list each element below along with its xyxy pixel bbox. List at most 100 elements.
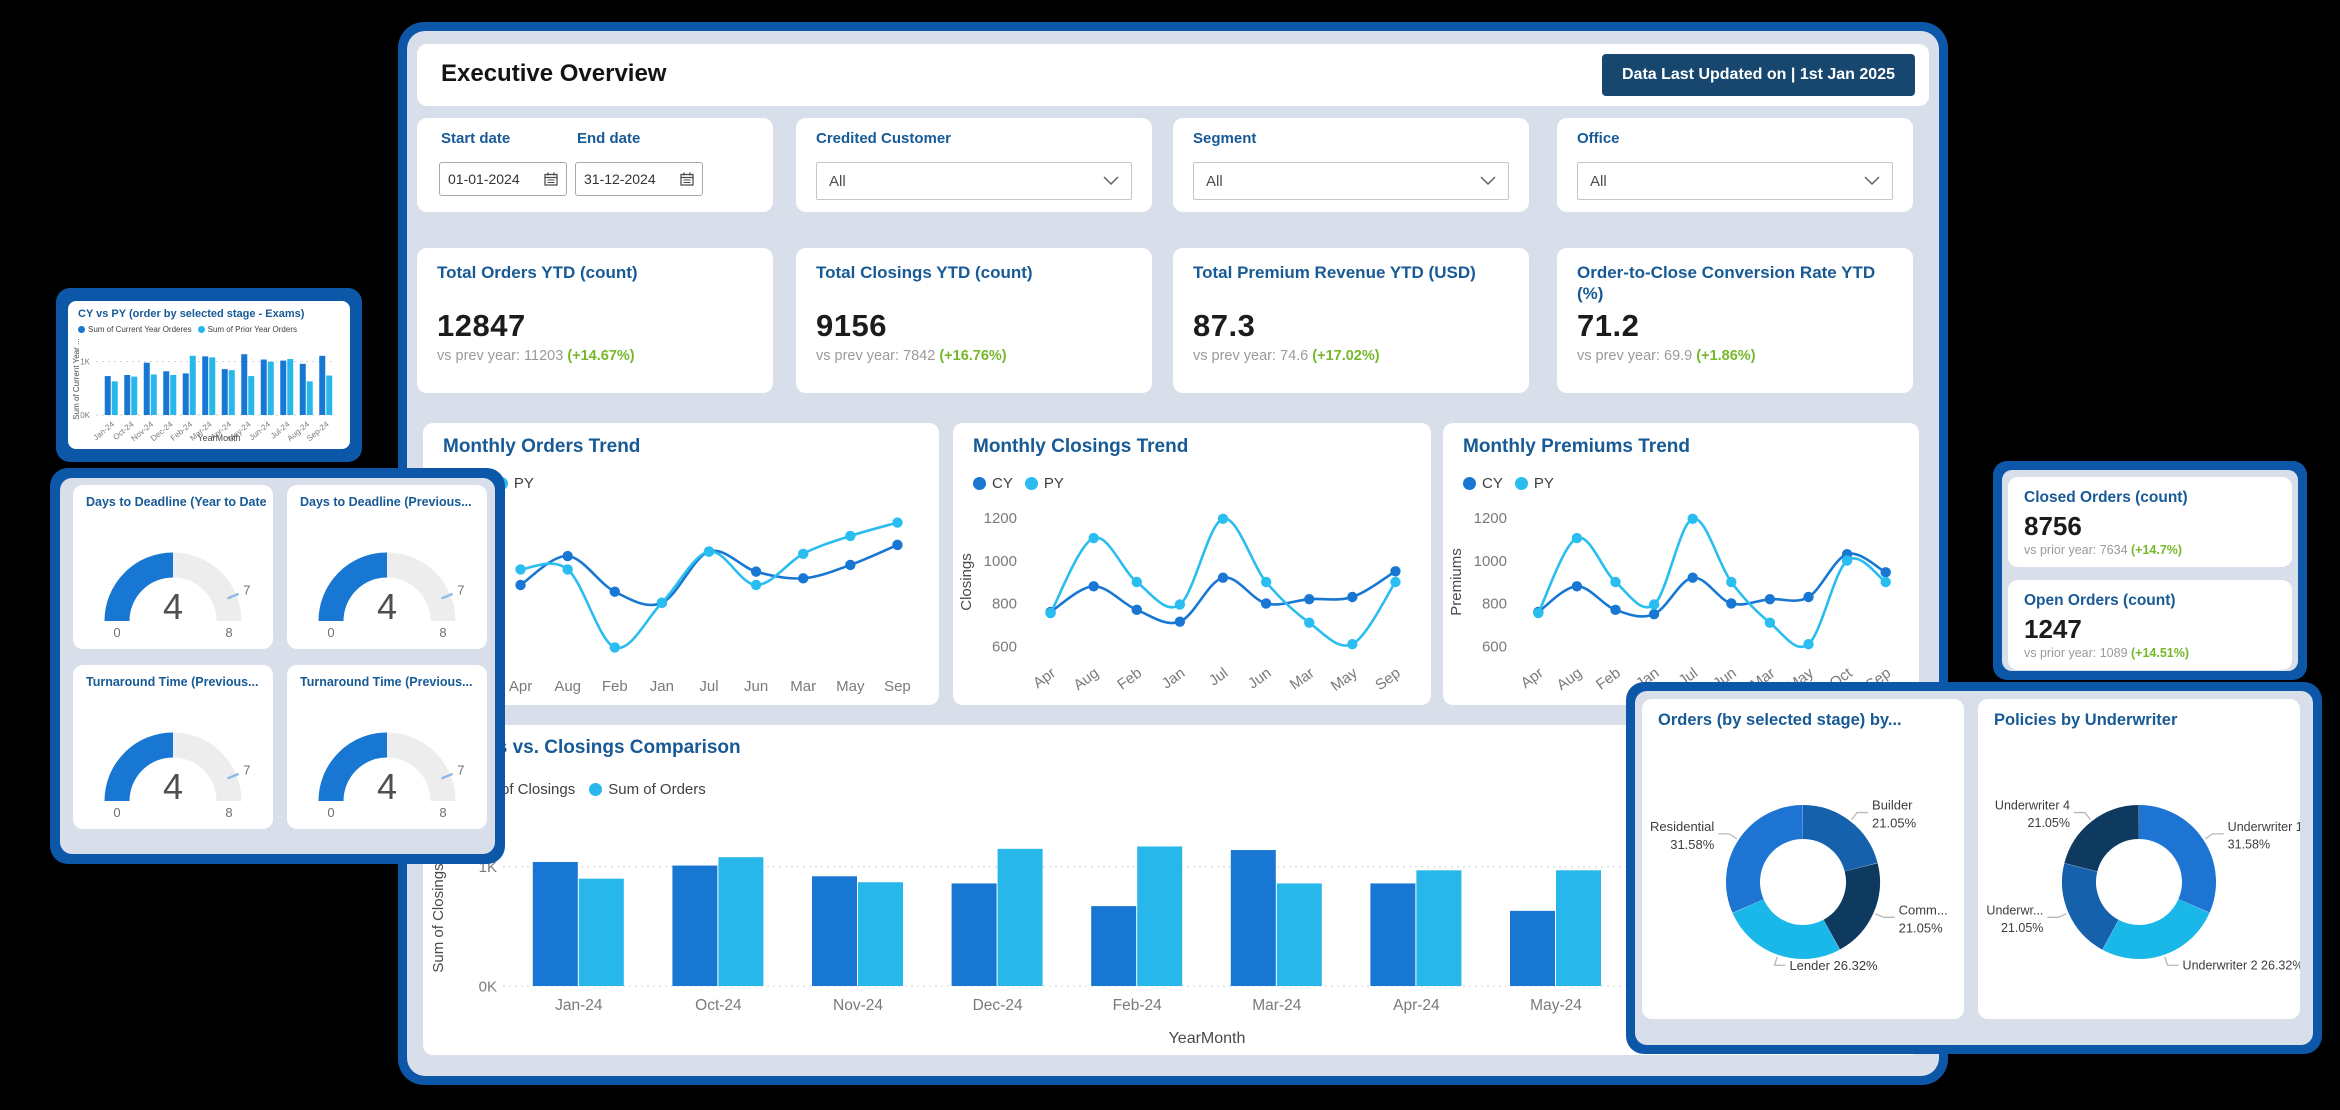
svg-text:Sum of Current Year ...: Sum of Current Year ... [72, 338, 81, 419]
svg-text:0: 0 [113, 625, 120, 640]
last-updated-badge: Data Last Updated on | 1st Jan 2025 [1601, 54, 1915, 96]
chart-title: Orders vs. Closings Comparison [445, 737, 741, 758]
calendar-icon[interactable] [544, 172, 558, 186]
calendar-icon[interactable] [680, 172, 694, 186]
cy-dot [1463, 477, 1476, 490]
svg-text:Jun: Jun [1245, 664, 1275, 692]
svg-text:8: 8 [225, 805, 232, 820]
kpi-value: 9156 [816, 308, 887, 343]
cy-py-exams-frame: CY vs PY (order by selected stage - Exam… [56, 288, 362, 462]
svg-text:31.58%: 31.58% [1670, 837, 1715, 852]
svg-text:Jan-24: Jan-24 [92, 419, 117, 442]
svg-text:Mar: Mar [790, 678, 816, 695]
svg-text:YearMonth: YearMonth [1169, 1030, 1246, 1047]
svg-text:Dec-24: Dec-24 [973, 997, 1023, 1014]
monthly-closings-trend-chart[interactable]: Closings 1200 1000 800 600 Apr Aug Feb Jan Jul Jun… [953, 499, 1431, 703]
svg-text:4: 4 [377, 766, 397, 807]
monthly-closings-trend-card: Monthly Closings Trend CY PY Closings 120… [953, 423, 1431, 705]
legend-sum-orders[interactable]: Sum of Orders [589, 781, 706, 798]
kpi-title: Order-to-Close Conversion Rate YTD (%) [1577, 263, 1876, 303]
legend-cy[interactable]: CY [973, 475, 1013, 492]
orders-dot [589, 783, 603, 796]
chart-title: Monthly Orders Trend [443, 436, 641, 457]
credited-customer-dropdown[interactable]: All [816, 162, 1132, 200]
svg-text:May: May [1328, 664, 1361, 695]
svg-text:Apr: Apr [1518, 664, 1547, 691]
svg-text:4: 4 [377, 586, 397, 627]
turnaround-time-gauge-2[interactable]: 7 4 0 8 [297, 693, 477, 821]
kpi-subtext: vs prev year: 74.6 (+17.02%) [1193, 348, 1380, 364]
dashboard-header: Executive Overview Data Last Updated on … [417, 44, 1929, 106]
legend-py[interactable]: PY [1514, 475, 1554, 492]
start-date-input[interactable]: 01-01-2024 [439, 162, 567, 196]
svg-text:Apr: Apr [1030, 664, 1059, 691]
days-to-deadline-prev-gauge[interactable]: 7 4 0 8 [297, 513, 477, 641]
svg-text:4: 4 [163, 586, 183, 627]
svg-text:1200: 1200 [984, 510, 1017, 527]
cy-py-exams-card: CY vs PY (order by selected stage - Exam… [68, 301, 350, 449]
svg-text:31.58%: 31.58% [2228, 837, 2270, 851]
svg-text:Jun-24: Jun-24 [248, 419, 273, 442]
svg-text:Jan-24: Jan-24 [555, 997, 603, 1014]
end-date-input[interactable]: 31-12-2024 [575, 162, 703, 196]
chart-legend[interactable]: Sum of Current Year Orderes Sum of Prior… [78, 325, 297, 334]
svg-text:Mar: Mar [1287, 664, 1318, 693]
svg-text:21.05%: 21.05% [2001, 921, 2043, 935]
turnaround-time-gauge-1[interactable]: 7 4 0 8 [83, 693, 263, 821]
orders-by-stage-donut-card: Orders (by selected stage) by... Builder… [1642, 699, 1964, 1019]
legend-prior-year[interactable]: Sum of Prior Year Orders [197, 325, 297, 334]
card-subtext: vs prior year: 1089 (+14.51%) [2024, 646, 2190, 660]
office-dropdown[interactable]: All [1577, 162, 1893, 200]
svg-text:Sep: Sep [884, 678, 911, 695]
svg-text:600: 600 [992, 639, 1017, 656]
kpi-conversion-rate: Order-to-Close Conversion Rate YTD (%) 7… [1557, 248, 1913, 393]
cy-py-exams-chart[interactable]: Sum of Current Year ... 0K1KJan-24Oct-24N… [70, 337, 348, 447]
svg-text:Underwriter 1: Underwriter 1 [2228, 820, 2300, 834]
gauge-days-deadline-prev-card: Days to Deadline (Previous... 7 4 0 8 [287, 485, 487, 649]
kpi-delta: (+17.02%) [1312, 348, 1380, 364]
policies-by-underwriter-donut-card: Policies by Underwriter Underwriter 1 31.… [1978, 699, 2300, 1019]
kpi-title: Total Premium Revenue YTD (USD) [1193, 263, 1476, 282]
orders-by-stage-donut-chart[interactable]: Builder 21.05% Comm... 21.05% Lender 26.32% R… [1642, 741, 1964, 1015]
segment-dropdown[interactable]: All [1193, 162, 1509, 200]
svg-text:Residential: Residential [1650, 819, 1714, 834]
chevron-down-icon[interactable] [1864, 176, 1880, 186]
svg-text:Nov-24: Nov-24 [833, 997, 883, 1014]
credited-customer-value: All [829, 172, 846, 190]
kpi-total-orders: Total Orders YTD (count) 12847 vs prev y… [417, 248, 773, 393]
legend-py[interactable]: PY [1024, 475, 1064, 492]
svg-text:7: 7 [243, 582, 250, 597]
date-filter-card: Start date End date 01-01-2024 31-12-202… [417, 118, 773, 212]
gauge-turnaround-1-card: Turnaround Time (Previous... 7 4 0 8 [73, 665, 273, 829]
svg-text:May: May [836, 678, 865, 695]
days-to-deadline-ytd-gauge[interactable]: 7 4 0 8 [83, 513, 263, 641]
chevron-down-icon[interactable] [1103, 176, 1119, 186]
svg-text:Jan: Jan [1159, 664, 1189, 692]
cy-dot [973, 477, 986, 490]
svg-text:600: 600 [1482, 639, 1507, 656]
svg-text:1200: 1200 [1474, 510, 1507, 527]
svg-text:21.05%: 21.05% [1872, 816, 1917, 831]
svg-text:21.05%: 21.05% [1899, 920, 1944, 935]
gauge-title: Days to Deadline (Previous... [300, 495, 472, 509]
kpi-value: 87.3 [1193, 308, 1256, 343]
legend-cy[interactable]: CY [1463, 475, 1503, 492]
legend-current-year[interactable]: Sum of Current Year Orderes [78, 325, 192, 334]
chart-legend[interactable]: CY PY [1463, 475, 1554, 492]
svg-text:800: 800 [1482, 596, 1507, 613]
credited-customer-filter-card: Credited Customer All [796, 118, 1152, 212]
svg-text:7: 7 [243, 762, 250, 777]
open-orders-card: Open Orders (count) 1247 vs prior year: … [2008, 580, 2292, 670]
svg-text:Closings: Closings [958, 553, 975, 611]
chevron-down-icon[interactable] [1480, 176, 1496, 186]
chart-legend[interactable]: CY PY [973, 475, 1064, 492]
monthly-premiums-trend-card: Monthly Premiums Trend CY PY Premiums 120… [1443, 423, 1919, 705]
segment-value: All [1206, 172, 1223, 190]
chart-title: CY vs PY (order by selected stage - Exam… [78, 308, 305, 320]
svg-text:Aug: Aug [1554, 664, 1586, 693]
svg-text:1000: 1000 [984, 553, 1017, 570]
svg-text:Aug: Aug [1070, 664, 1102, 693]
policies-by-underwriter-donut-chart[interactable]: Underwriter 1 31.58% Underwriter 2 26.32% U… [1978, 741, 2300, 1015]
kpi-delta: (+16.76%) [939, 348, 1007, 364]
